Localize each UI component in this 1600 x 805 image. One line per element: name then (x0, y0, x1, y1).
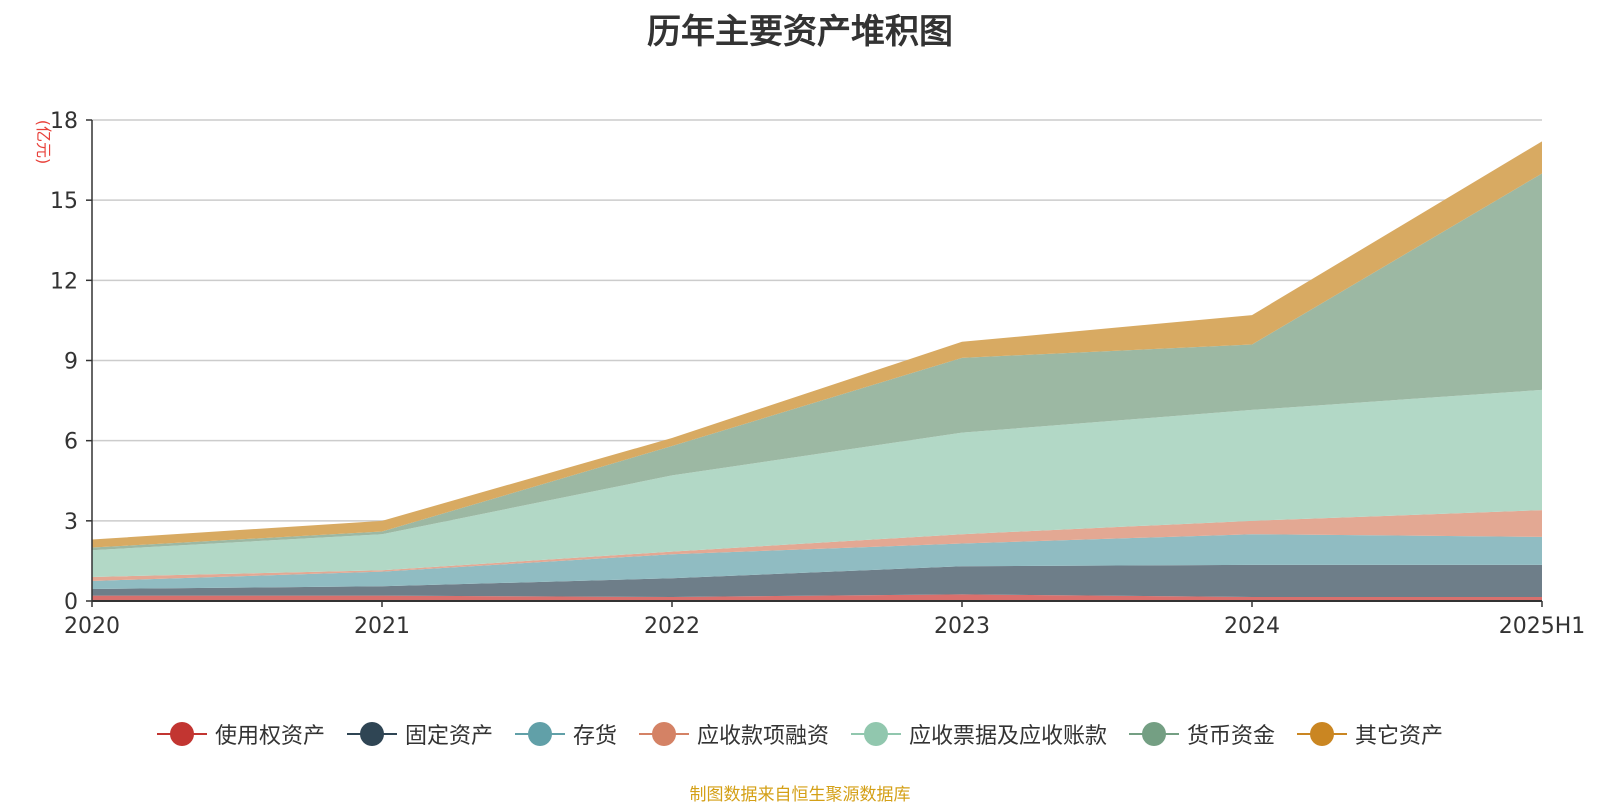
x-tick-label: 2024 (1224, 614, 1280, 639)
x-tick-label: 2020 (64, 614, 120, 639)
legend-label: 存货 (572, 724, 617, 749)
legend-item[interactable]: 其它资产 (1297, 718, 1443, 750)
legend-label: 其它资产 (1355, 724, 1444, 749)
area-series-5 (92, 173, 1542, 551)
y-axis-label: (亿元) (34, 120, 53, 165)
legend-marker-icon (346, 721, 397, 747)
x-tick-label: 2021 (354, 614, 410, 639)
legend-item[interactable]: 应收款项融资 (638, 718, 829, 750)
x-tick-label: 2025H1 (1499, 614, 1586, 639)
area-series-6 (92, 141, 1542, 548)
legend-label: 使用权资产 (214, 724, 325, 749)
legend-item[interactable]: 使用权资产 (156, 718, 325, 750)
y-tick-label: 15 (50, 189, 78, 214)
legend-marker-icon (1297, 721, 1348, 747)
y-tick-label: 9 (64, 350, 78, 375)
legend-item[interactable]: 应收票据及应收账款 (851, 718, 1107, 750)
area-series-0 (92, 594, 1542, 601)
legend-marker-icon (1129, 721, 1180, 747)
legend-marker-icon (514, 721, 565, 747)
y-tick-label: 3 (64, 510, 78, 535)
legend-marker-icon (638, 721, 689, 747)
x-tick-label: 2022 (644, 614, 700, 639)
axes: 0 3 6 9 12 15 18 2020 2021 2022 2023 2024 2025H1 (50, 109, 1585, 639)
legend-label: 固定资产 (404, 724, 493, 749)
area-series-2 (92, 534, 1542, 589)
legend-marker-icon (851, 721, 901, 747)
area-series-4 (92, 389, 1542, 577)
data-source-note: 制图数据来自恒生聚源数据库 (689, 785, 911, 805)
area-series-1 (92, 564, 1542, 597)
legend-item[interactable]: 固定资产 (346, 718, 493, 750)
y-tick-label: 6 (64, 430, 78, 455)
legend-item[interactable]: 存货 (514, 718, 617, 750)
legend-item[interactable]: 货币资金 (1129, 718, 1275, 750)
x-tick-label: 2023 (934, 614, 990, 639)
y-tick-label: 0 (64, 590, 78, 615)
legend-label: 应收票据及应收账款 (909, 724, 1108, 749)
legend: 使用权资产 固定资产 存货 应收款项融资 应收票据及应收账款 货币资金 其它资产 (0, 718, 1600, 750)
chart-title: 历年主要资产堆积图 (647, 12, 953, 52)
area-series-3 (92, 510, 1542, 581)
y-tick-label: 18 (50, 109, 78, 134)
stacked-areas (92, 141, 1542, 601)
legend-marker-icon (156, 721, 207, 747)
legend-label: 应收款项融资 (696, 724, 829, 749)
legend-label: 货币资金 (1187, 724, 1276, 749)
y-tick-label: 12 (50, 269, 78, 294)
